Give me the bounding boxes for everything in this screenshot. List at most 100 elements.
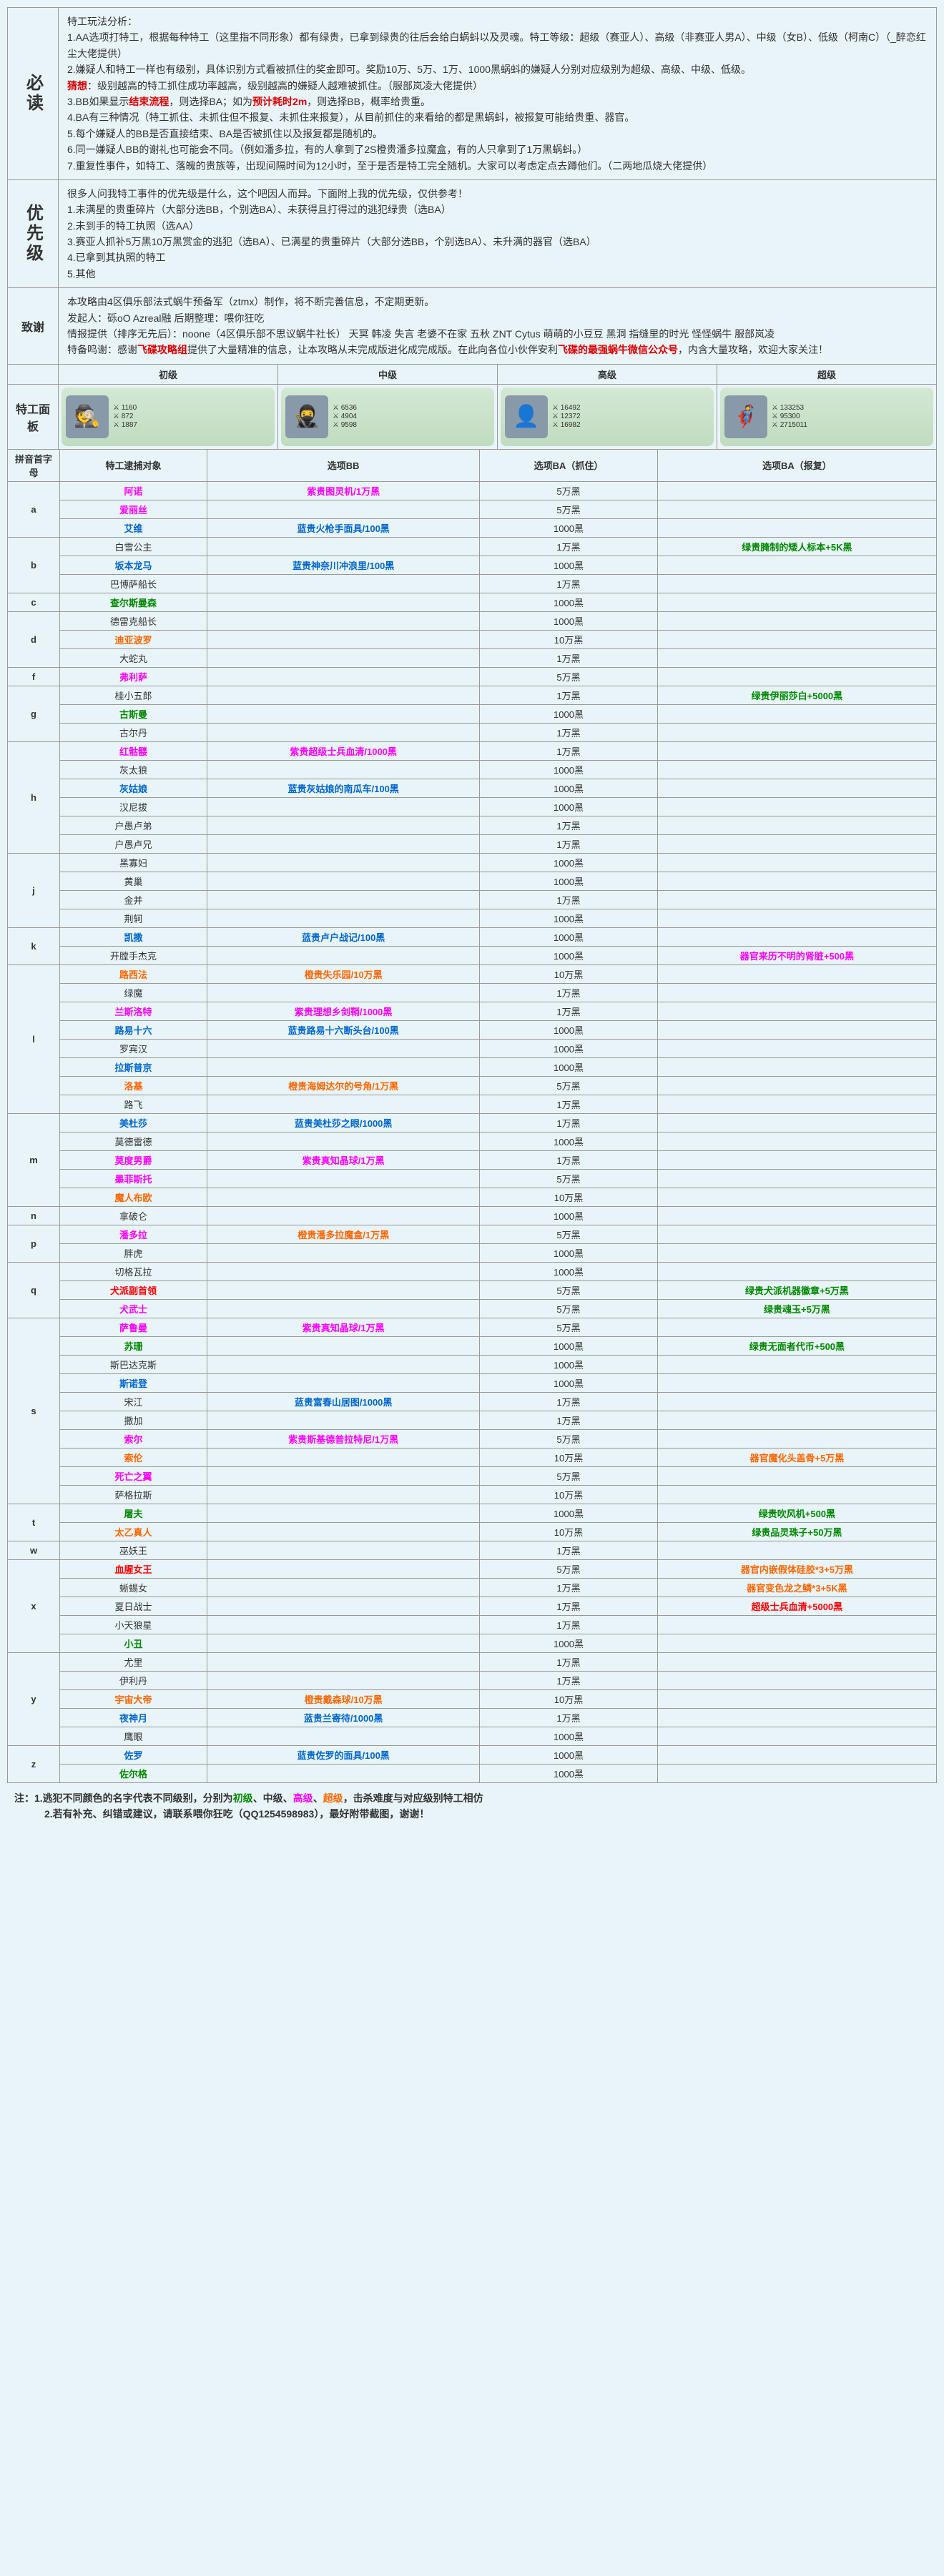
bb-cell: 蓝贵美杜莎之眼/1000黑	[207, 1113, 480, 1132]
table-row: f弗利萨5万黑	[8, 667, 937, 686]
table-row: 开膛手杰克1000黑器官来历不明的肾脏+500黑	[8, 946, 937, 964]
ba2-cell	[657, 1429, 936, 1448]
text-line: 1.AA选项打特工，根据每种特工（这里指不同形象）都有绿贵，已拿到绿贵的往后会给…	[67, 29, 928, 61]
table-row: 鹰眼1000黑	[8, 1727, 937, 1745]
table-row: j黑寡妇1000黑	[8, 853, 937, 872]
priority-section: 优先级 很多人问我特工事件的优先级是什么，这个吧因人而异。下面附上我的优先级，仅…	[7, 179, 937, 288]
text-line: 特工玩法分析：	[67, 14, 928, 29]
name-cell: 金并	[60, 890, 207, 909]
table-row: 户愚卢兄1万黑	[8, 834, 937, 853]
ba2-cell	[657, 1262, 936, 1280]
text-line: 4.已拿到其执照的特工	[67, 250, 928, 265]
panel-header: 高级	[498, 365, 717, 384]
ba1-cell: 5万黑	[480, 500, 658, 518]
letter-cell: a	[8, 481, 60, 537]
letter-cell: t	[8, 1504, 60, 1541]
ba2-cell	[657, 1652, 936, 1671]
bb-cell	[207, 1615, 480, 1634]
main-table: 拼音首字母特工逮捕对象选项BB选项BA（抓住）选项BA（报复） a阿诺紫贵图灵机…	[7, 449, 937, 1783]
name-cell: 夏日战士	[60, 1597, 207, 1615]
ba1-cell: 10万黑	[480, 1689, 658, 1708]
must-read-section: 必读 特工玩法分析：1.AA选项打特工，根据每种特工（这里指不同形象）都有绿贵，…	[7, 7, 937, 180]
name-cell: 兰斯洛特	[60, 1002, 207, 1020]
ba2-cell	[657, 1708, 936, 1727]
bb-cell	[207, 853, 480, 872]
ba1-cell: 1000黑	[480, 1132, 658, 1150]
ba1-cell: 1万黑	[480, 1708, 658, 1727]
letter-cell: b	[8, 537, 60, 593]
table-row: 伊利丹1万黑	[8, 1671, 937, 1689]
table-row: 绿魔1万黑	[8, 983, 937, 1002]
name-cell: 血腥女王	[60, 1559, 207, 1578]
ba1-cell: 1万黑	[480, 1002, 658, 1020]
ba1-cell: 1000黑	[480, 1039, 658, 1057]
table-header: 选项BA（报复）	[657, 449, 936, 481]
bb-cell	[207, 1764, 480, 1782]
name-cell: 古斯曼	[60, 704, 207, 723]
bb-cell	[207, 1485, 480, 1504]
letter-cell: d	[8, 611, 60, 667]
table-row: w巫妖王1万黑	[8, 1541, 937, 1559]
bb-cell	[207, 1262, 480, 1280]
ba1-cell: 1万黑	[480, 890, 658, 909]
ba1-cell: 5万黑	[480, 1280, 658, 1299]
bb-cell	[207, 1634, 480, 1652]
bb-cell	[207, 667, 480, 686]
text-line: 2.嫌疑人和特工一样也有级别，具体识别方式看被抓住的奖金即可。奖励10万、5万、…	[67, 61, 928, 77]
table-row: 宋江蓝贵富春山居图/1000黑1万黑	[8, 1392, 937, 1411]
ba1-cell: 1万黑	[480, 983, 658, 1002]
ba2-cell	[657, 593, 936, 611]
table-row: 宇宙大帝橙贵戴森球/10万黑10万黑	[8, 1689, 937, 1708]
table-row: 莫德雷德1000黑	[8, 1132, 937, 1150]
name-cell: 犬派副首领	[60, 1280, 207, 1299]
table-row: s萨鲁曼紫贵真知晶球/1万黑5万黑	[8, 1318, 937, 1336]
bb-cell	[207, 1095, 480, 1113]
table-row: a阿诺紫贵图灵机/1万黑5万黑	[8, 481, 937, 500]
ba1-cell: 1万黑	[480, 1652, 658, 1671]
bb-cell	[207, 1578, 480, 1597]
bb-cell	[207, 872, 480, 890]
table-row: 小丑1000黑	[8, 1634, 937, 1652]
ba1-cell: 1万黑	[480, 1150, 658, 1169]
ba2-cell	[657, 1764, 936, 1782]
bb-cell: 橙贵海姆达尔的号角/1万黑	[207, 1076, 480, 1095]
letter-cell: y	[8, 1652, 60, 1745]
bb-cell: 蓝贵神奈川冲浪里/100黑	[207, 556, 480, 574]
ba1-cell: 10万黑	[480, 630, 658, 648]
bb-cell: 蓝贵灰姑娘的南瓜车/100黑	[207, 779, 480, 797]
avatar: 🦸	[724, 395, 767, 438]
ba2-cell	[657, 760, 936, 779]
ba1-cell: 1万黑	[480, 741, 658, 760]
ba2-cell: 器官魔化头盖骨+5万黑	[657, 1448, 936, 1466]
table-row: 佐尔格1000黑	[8, 1764, 937, 1782]
ba2-cell	[657, 1466, 936, 1485]
ba1-cell: 1万黑	[480, 723, 658, 741]
ba2-cell: 绿贵品灵珠子+50万黑	[657, 1522, 936, 1541]
name-cell: 汉尼拔	[60, 797, 207, 816]
name-cell: 太乙真人	[60, 1522, 207, 1541]
table-row: d德雷克船长1000黑	[8, 611, 937, 630]
table-row: 灰太狼1000黑	[8, 760, 937, 779]
name-cell: 黄巢	[60, 872, 207, 890]
name-cell: 拿破仑	[60, 1206, 207, 1225]
panel-label: 特工面板	[8, 385, 59, 449]
letter-cell: q	[8, 1262, 60, 1318]
ba1-cell: 1000黑	[480, 1057, 658, 1076]
bb-cell: 蓝贵火枪手面具/100黑	[207, 518, 480, 537]
panel-card: 👤⚔ 16492⚔ 12372⚔ 16982	[498, 385, 717, 449]
ba1-cell: 1000黑	[480, 1764, 658, 1782]
table-row: k凯撒蓝贵卢户战记/100黑1000黑	[8, 927, 937, 946]
bb-cell	[207, 890, 480, 909]
ba1-cell: 5万黑	[480, 1318, 658, 1336]
ba1-cell: 1万黑	[480, 816, 658, 834]
text-line: 很多人问我特工事件的优先级是什么，这个吧因人而异。下面附上我的优先级，仅供参考！	[67, 186, 928, 202]
table-row: 蜥蜴女1万黑器官变色龙之鳞*3+5K黑	[8, 1578, 937, 1597]
stats: ⚔ 133253⚔ 95300⚔ 2715011	[772, 403, 929, 430]
table-row: 萨格拉斯10万黑	[8, 1485, 937, 1504]
ba1-cell: 1000黑	[480, 1504, 658, 1522]
panel-header: 超级	[717, 365, 936, 384]
ba2-cell	[657, 1188, 936, 1206]
priority-label: 优先级	[8, 180, 59, 287]
ba2-cell	[657, 1411, 936, 1429]
ba2-cell	[657, 667, 936, 686]
